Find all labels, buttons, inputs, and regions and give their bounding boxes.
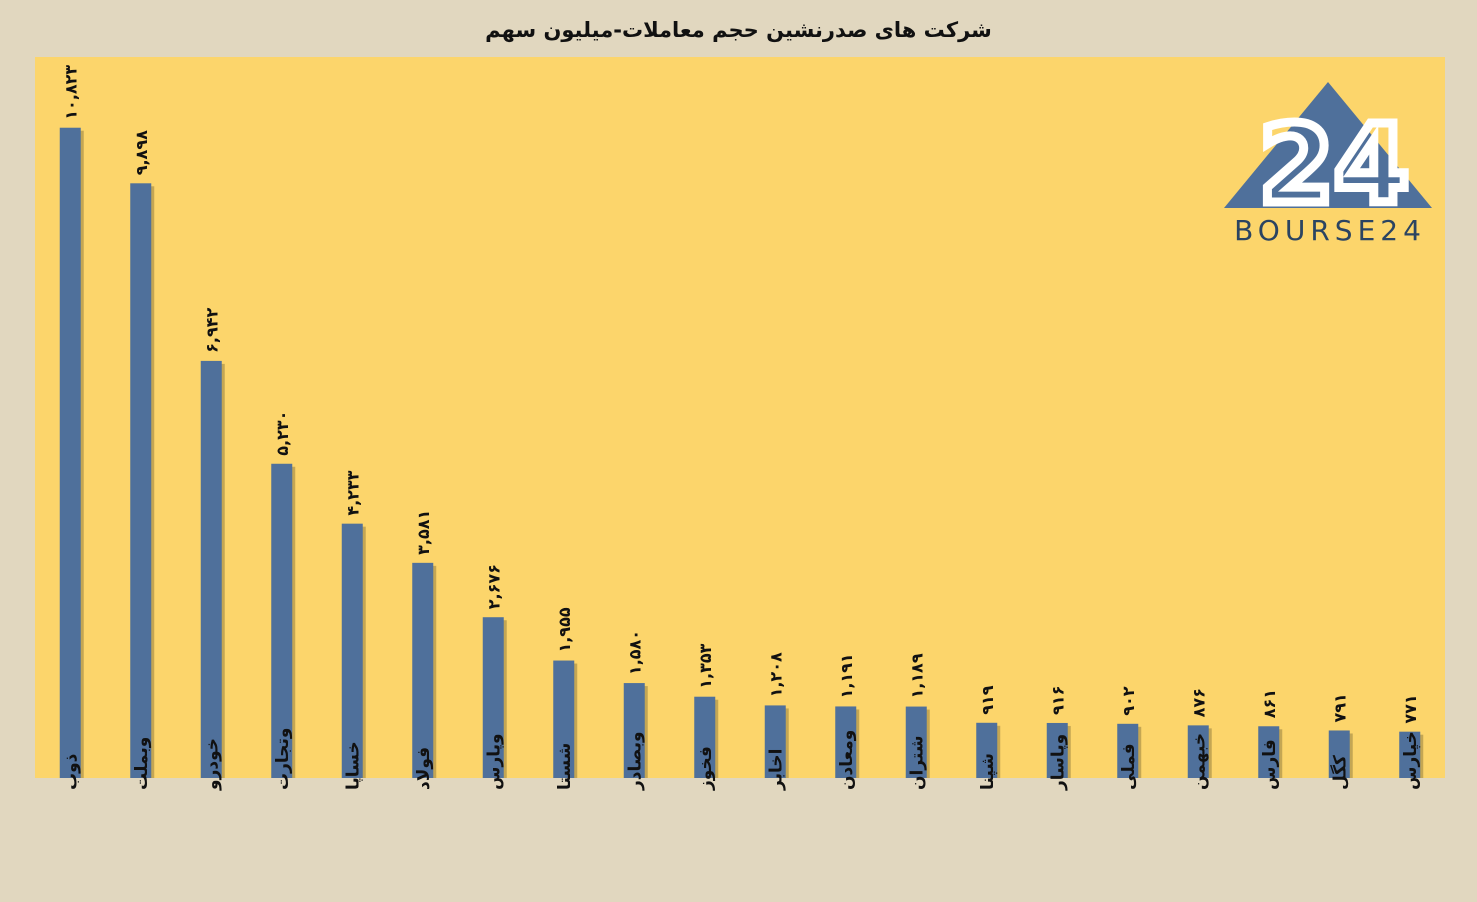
value-label: ۵,۲۳۰ — [273, 411, 292, 456]
category-labels-group: ذوب وبملت خودرو وتجارت خساپا فولاد وپارس شستا وب… — [61, 728, 1421, 791]
plot-area — [35, 57, 1445, 778]
chart-title: شرکت های صدرنشین حجم معاملات-میلیون سهم — [485, 18, 992, 42]
bar — [412, 562, 434, 778]
value-labels-group: ۱۰,۸۲۳ ۹,۸۹۸ ۶,۹۴۲ ۵,۲۳۰ ۴,۲۳۳ ۳,۵۸۱ ۲,۶۷۶ ۱,۹۵… — [61, 65, 1420, 724]
value-label: ۱,۳۵۳ — [696, 643, 715, 688]
category-label: شپنا — [978, 753, 998, 790]
category-label: ومعادن — [837, 730, 857, 790]
category-label: خبهمن — [1189, 733, 1209, 790]
value-label: ۱,۹۵۵ — [555, 607, 574, 652]
bar — [976, 722, 998, 778]
category-label: ذوب — [61, 753, 81, 790]
value-label: ۸۷۶ — [1189, 688, 1208, 717]
bar — [59, 127, 81, 779]
category-label: فولاد — [414, 747, 434, 790]
category-label: شستا — [555, 743, 575, 790]
value-label: ۶,۹۴۲ — [202, 308, 221, 353]
bar — [905, 706, 927, 778]
value-label: ۱۰,۸۲۳ — [61, 65, 80, 120]
bar — [1258, 726, 1280, 778]
value-label: ۲,۶۷۶ — [484, 564, 503, 609]
value-label: ۱,۵۸۰ — [625, 630, 644, 675]
category-label: فارس — [1260, 739, 1280, 790]
category-label: اخابر — [766, 749, 786, 791]
bar — [1117, 723, 1139, 778]
category-label: وبصادر — [625, 731, 645, 791]
category-label: خساپا — [343, 741, 363, 790]
category-label: کگل — [1329, 755, 1350, 790]
value-label: ۷۹۱ — [1330, 693, 1349, 722]
bars-group — [59, 127, 1424, 779]
category-label: فخوز — [696, 746, 716, 791]
category-label: وپارس — [484, 733, 504, 790]
value-label: ۹۰۲ — [1119, 686, 1138, 716]
bar — [130, 183, 152, 778]
bar — [1328, 730, 1350, 778]
bar — [482, 617, 504, 778]
value-label: ۷۷۱ — [1401, 694, 1420, 723]
bar — [1399, 731, 1421, 778]
logo-triangle — [1224, 82, 1432, 208]
bar — [341, 523, 363, 778]
category-label: خپارس — [1401, 731, 1421, 790]
bar — [1187, 725, 1209, 778]
bar — [764, 705, 786, 778]
value-label: ۴,۲۳۳ — [343, 470, 362, 515]
value-label: ۳,۵۸۱ — [414, 510, 433, 555]
value-label: ۱,۱۸۹ — [907, 653, 926, 698]
category-label: شتران — [907, 735, 927, 790]
bar — [200, 360, 222, 778]
value-label: ۹۱۹ — [978, 685, 997, 715]
bar — [1046, 722, 1068, 778]
bar — [694, 696, 716, 778]
bourse24-logo: 24 BOURSE24 — [1224, 82, 1432, 247]
value-label: ۸۶۱ — [1260, 689, 1279, 718]
category-label: فملی — [1119, 743, 1139, 790]
bar — [623, 683, 645, 778]
logo-mark: 24 — [1259, 103, 1409, 228]
value-label: ۱,۲۰۸ — [766, 652, 785, 697]
category-label: وبملت — [132, 737, 152, 790]
category-label: وتجارت — [273, 728, 293, 790]
value-label: ۹,۸۹۸ — [132, 130, 151, 175]
category-label: خودرو — [202, 738, 222, 791]
category-label: وپاسار — [1048, 734, 1068, 791]
value-label: ۱,۱۹۱ — [837, 653, 856, 698]
value-label: ۹۱۶ — [1048, 686, 1067, 715]
bar — [553, 660, 575, 778]
logo-text: BOURSE24 — [1234, 214, 1426, 247]
bar — [271, 463, 293, 778]
bar — [835, 706, 857, 778]
